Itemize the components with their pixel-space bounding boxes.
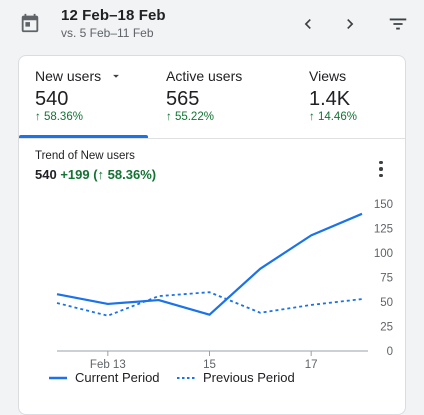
selected-tab-indicator	[19, 135, 148, 138]
dropdown-arrow-icon[interactable]	[109, 69, 123, 83]
y-tick-label: 125	[374, 224, 393, 236]
x-tick-label: 17	[305, 359, 318, 368]
header: 12 Feb–18 Feb vs. 5 Feb–11 Feb	[0, 0, 424, 48]
metric-label: New users	[35, 68, 123, 84]
next-period-button[interactable]	[336, 10, 364, 38]
metric-tab-views[interactable]: Views 1.4K ↑ 14.46%	[309, 56, 399, 138]
metric-label: Views	[309, 68, 347, 84]
y-tick-label: 150	[374, 199, 393, 211]
trend-summary: 540 +199 (↑ 58.36%)	[35, 167, 156, 182]
y-tick-label: 50	[380, 297, 393, 309]
metric-change: ↑ 58.36%	[35, 111, 83, 123]
legend-dotted-line	[177, 376, 195, 379]
trend-delta: +199 (↑ 58.36%)	[60, 167, 157, 182]
trend-value: 540	[35, 167, 57, 182]
metrics-card: New users 540 ↑ 58.36% Active users 565 …	[18, 55, 406, 415]
legend-label: Previous Period	[203, 370, 295, 385]
filter-button[interactable]	[384, 10, 412, 38]
divider	[19, 138, 405, 139]
more-options-button[interactable]	[369, 157, 393, 181]
y-tick-label: 25	[380, 322, 393, 334]
metric-change: ↑ 14.46%	[309, 111, 357, 123]
series-current-line	[56, 212, 363, 316]
x-tick-label: Feb 13	[90, 359, 126, 368]
chevron-right-icon	[347, 19, 354, 29]
previous-period-button[interactable]	[294, 10, 322, 38]
more-vert-icon	[379, 160, 383, 165]
metric-value: 1.4K	[309, 88, 351, 110]
metric-value: 565	[166, 88, 200, 110]
metric-tab-new-users[interactable]: New users 540 ↑ 58.36%	[35, 56, 155, 138]
legend-solid-line	[49, 376, 67, 379]
metric-label: Active users	[166, 68, 243, 84]
filter-icon	[389, 18, 407, 30]
chevron-left-icon	[304, 19, 311, 29]
legend-label: Current Period	[75, 370, 160, 385]
legend-previous[interactable]: Previous Period	[177, 370, 295, 385]
trend-chart: 0 25 50 75 100 125 150 Feb 13 15 17	[56, 199, 393, 368]
date-range[interactable]: 12 Feb–18 Feb	[61, 7, 166, 24]
calendar-icon[interactable]	[19, 12, 41, 34]
metric-value: 540	[35, 88, 69, 110]
x-tick-label: 15	[203, 359, 216, 368]
legend-current[interactable]: Current Period	[49, 370, 160, 385]
y-tick-label: 75	[380, 273, 393, 285]
metric-tab-active-users[interactable]: Active users 565 ↑ 55.22%	[166, 56, 296, 138]
y-tick-label: 100	[374, 248, 393, 260]
metric-change: ↑ 55.22%	[166, 111, 214, 123]
trend-title: Trend of New users	[35, 150, 135, 162]
y-tick-label: 0	[387, 346, 393, 358]
series-previous-line	[56, 291, 363, 317]
comparison-range: vs. 5 Feb–11 Feb	[61, 26, 154, 40]
